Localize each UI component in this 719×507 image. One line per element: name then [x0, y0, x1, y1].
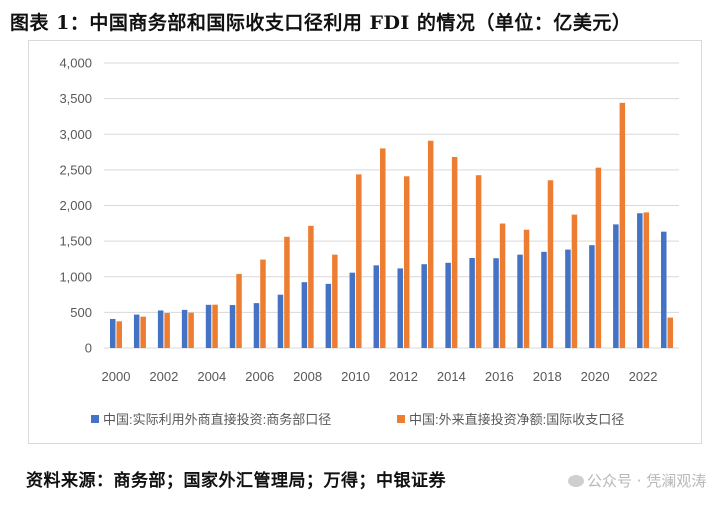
bar-series-2-2007 — [284, 236, 290, 348]
bar-series-2-2021 — [619, 102, 626, 348]
legend-label-series-1: 中国:实际利用外商直接投资:商务部口径 — [103, 412, 331, 427]
bar-series-2-2023 — [667, 317, 674, 348]
bar-series-1-2014 — [445, 262, 451, 348]
y-tick-label: 0 — [85, 341, 92, 356]
bar-series-2-2022 — [643, 212, 650, 348]
x-tick-label: 2004 — [197, 369, 226, 384]
series-2-bars — [116, 102, 674, 348]
bar-series-1-2022 — [637, 213, 643, 348]
bar-series-2-2019 — [571, 214, 578, 348]
x-axis-tick-labels: 2000 2002 2004 2006 2008 2010 2012 2014 2016 2018… — [102, 369, 658, 384]
bar-series-1-2008 — [301, 282, 308, 348]
y-tick-label: 2,500 — [59, 162, 92, 177]
series-1-bars — [109, 213, 667, 348]
y-tick-label: 4,000 — [59, 56, 92, 71]
bar-series-2-2015 — [475, 175, 482, 348]
bar-series-1-2016 — [493, 258, 499, 348]
x-tick-label: 2010 — [341, 369, 370, 384]
bar-series-1-2005 — [229, 305, 236, 348]
figure-title: 图表 1：中国商务部和国际收支口径利用 FDI 的情况（单位：亿美元） — [10, 12, 632, 34]
bar-series-2-2005 — [236, 273, 242, 348]
x-tick-label: 2002 — [149, 369, 178, 384]
x-tick-label: 2014 — [437, 369, 466, 384]
bar-series-1-2011 — [373, 265, 380, 348]
bar-series-1-2001 — [133, 314, 140, 348]
bar-series-2-2000 — [116, 321, 122, 348]
bar-series-1-2007 — [277, 294, 284, 348]
y-tick-label: 3,500 — [59, 91, 92, 106]
x-tick-label: 2012 — [389, 369, 418, 384]
bar-series-2-2002 — [164, 313, 170, 348]
source-note: 资料来源：商务部；国家外汇管理局；万得；中银证券 — [26, 471, 446, 491]
legend-swatch-series-1 — [91, 415, 99, 423]
gridlines — [104, 62, 679, 349]
x-tick-label: 2006 — [245, 369, 274, 384]
x-tick-label: 2000 — [102, 369, 131, 384]
bar-series-1-2000 — [109, 319, 116, 348]
bar-series-2-2020 — [595, 167, 602, 348]
bar-series-1-2012 — [397, 268, 403, 348]
bar-series-1-2021 — [613, 224, 619, 348]
bar-series-2-2013 — [427, 140, 434, 348]
x-tick-label: 2022 — [629, 369, 658, 384]
wechat-icon — [568, 475, 584, 487]
bar-series-2-2018 — [547, 180, 554, 348]
bar-series-1-2004 — [205, 304, 212, 348]
bar-series-1-2010 — [349, 272, 356, 348]
x-tick-label: 2018 — [533, 369, 562, 384]
y-tick-label: 2,000 — [59, 198, 92, 213]
bar-series-1-2018 — [541, 251, 547, 348]
bar-series-2-2010 — [356, 174, 362, 348]
bar-series-2-2003 — [188, 312, 194, 348]
y-tick-label: 3,000 — [59, 127, 92, 142]
watermark: 公众号 · 凭澜观涛 — [568, 470, 706, 491]
bar-series-1-2015 — [469, 258, 475, 348]
bar-series-2-2011 — [380, 148, 386, 348]
bar-series-1-2019 — [565, 249, 571, 348]
bar-series-2-2004 — [212, 304, 218, 348]
bar-series-1-2020 — [589, 245, 595, 348]
y-axis-tick-labels: 0 500 1,000 1,500 2,000 2,500 3,000 3,500 4,000 — [59, 56, 92, 356]
legend: 中国:实际利用外商直接投资:商务部口径 中国:外来直接投资净额:国际收支口径 — [91, 412, 624, 427]
bar-series-1-2023 — [661, 231, 667, 348]
bar-series-1-2006 — [253, 303, 260, 348]
legend-swatch-series-2 — [397, 415, 405, 423]
x-tick-label: 2008 — [293, 369, 322, 384]
bar-series-2-2017 — [523, 229, 530, 348]
bar-series-1-2009 — [325, 283, 332, 348]
bar-series-1-2002 — [157, 310, 164, 348]
bar-series-2-2009 — [332, 254, 338, 348]
y-tick-label: 500 — [70, 305, 92, 320]
x-tick-label: 2020 — [581, 369, 610, 384]
bar-series-1-2003 — [181, 309, 188, 348]
bar-series-1-2013 — [421, 264, 427, 348]
y-tick-label: 1,000 — [59, 269, 92, 284]
bar-series-1-2017 — [517, 254, 523, 348]
y-tick-label: 1,500 — [59, 234, 92, 249]
bar-series-2-2014 — [451, 156, 458, 348]
bar-series-2-2016 — [499, 223, 506, 348]
bar-series-2-2008 — [308, 225, 314, 348]
bar-series-2-2001 — [140, 316, 146, 348]
bar-series-2-2006 — [260, 259, 266, 348]
legend-label-series-2: 中国:外来直接投资净额:国际收支口径 — [409, 412, 624, 427]
x-tick-label: 2016 — [485, 369, 514, 384]
bar-series-2-2012 — [403, 176, 410, 348]
bar-chart: 05001,0001,5002,0002,5003,0003,5004,000 … — [59, 56, 679, 427]
chart-area: 0 500 1,000 1,500 2,000 2,500 3,000 3,500 4,000 … — [28, 40, 702, 444]
watermark-text: 公众号 · 凭澜观涛 — [587, 472, 707, 490]
